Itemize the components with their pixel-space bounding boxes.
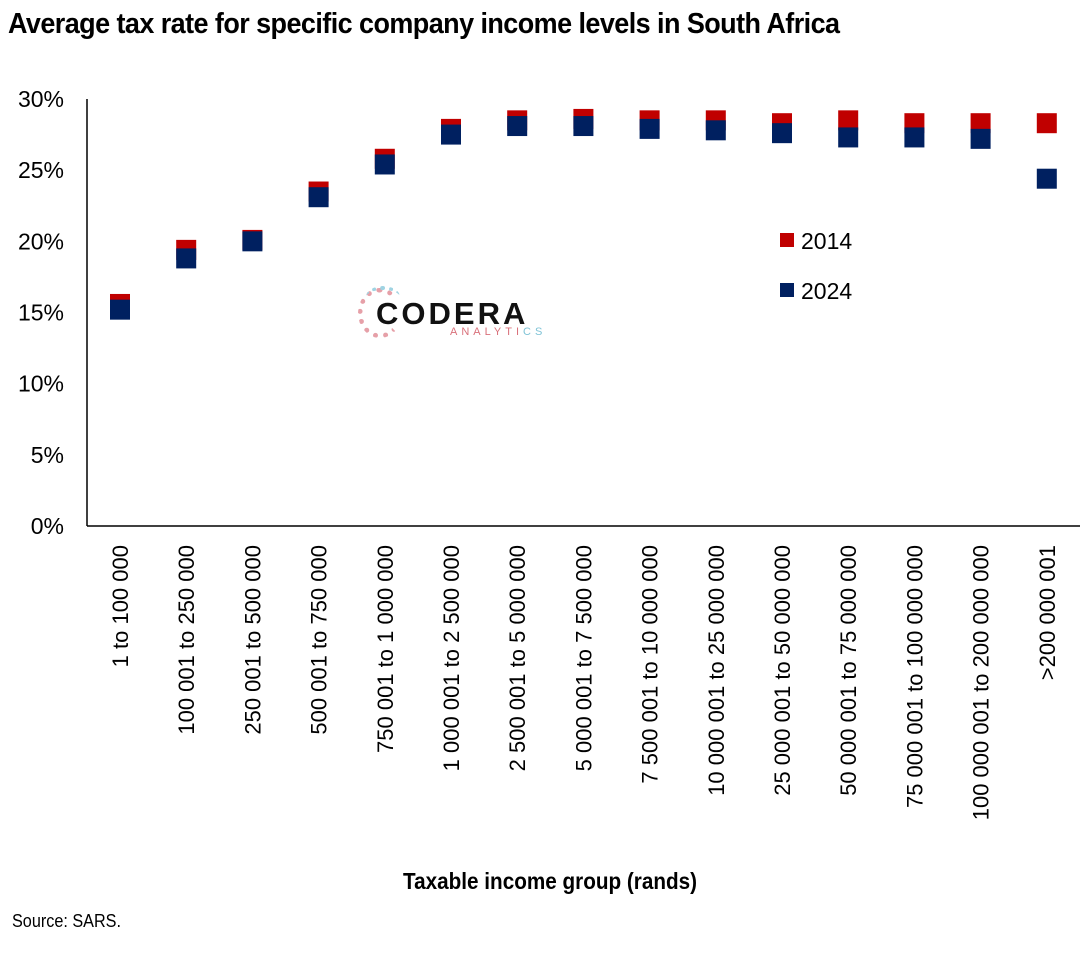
marker-2024	[1036, 168, 1057, 189]
legend-swatch-2024	[780, 283, 794, 297]
logo-subtitle: ANALYTICS	[450, 326, 546, 338]
x-tick-label: 250 001 to 500 000	[240, 545, 265, 735]
y-tick-label: 25%	[18, 157, 64, 183]
marker-2024	[110, 299, 130, 320]
source-note: Source: SARS.	[12, 911, 121, 931]
legend-label-2024: 2024	[801, 278, 852, 304]
marker-2024	[573, 116, 594, 137]
y-tick-label: 30%	[18, 86, 64, 112]
legend: 2014 2024	[780, 228, 852, 304]
x-tick-label: 1 000 001 to 2 500 000	[439, 545, 464, 771]
marker-2024	[705, 120, 726, 141]
y-axis-ticks: 0% 5% 10% 15% 20% 25% 30%	[18, 86, 64, 539]
legend-swatch-2014	[780, 233, 794, 247]
data-marks	[110, 108, 1057, 320]
x-tick-label: 500 001 to 750 000	[307, 545, 332, 735]
x-tick-label: 7 500 001 to 10 000 000	[638, 545, 663, 784]
logo-subtitle-a: ANALYTI	[450, 326, 524, 338]
x-tick-label: 100 000 001 to 200 000 000	[969, 545, 994, 820]
y-tick-label: 5%	[31, 442, 64, 468]
y-tick-label: 20%	[18, 228, 64, 254]
x-tick-label: 5 000 001 to 7 500 000	[571, 545, 596, 771]
marker-2024	[374, 154, 395, 175]
marker-2024	[838, 127, 859, 148]
marker-2024	[772, 123, 792, 144]
marker-2024	[308, 187, 329, 208]
chart-title: Average tax rate for specific company in…	[8, 8, 840, 40]
y-tick-label: 0%	[31, 513, 64, 539]
logo-wordmark: CODERA	[376, 296, 529, 331]
x-tick-label: 1 to 100 000	[108, 545, 133, 667]
marker-2014	[838, 110, 859, 131]
marker-2024	[176, 248, 197, 269]
x-tick-label: 100 001 to 250 000	[174, 545, 199, 735]
marker-2024	[507, 116, 528, 137]
marker-2014	[1036, 113, 1057, 134]
marker-2024	[970, 128, 991, 149]
y-tick-label: 10%	[18, 371, 64, 397]
marker-2024	[242, 231, 263, 252]
x-tick-label: 10 000 001 to 25 000 000	[704, 545, 729, 796]
marker-2014	[970, 113, 991, 134]
x-tick-label: 50 000 001 to 75 000 000	[836, 545, 861, 796]
codera-logo: CODERA ANALYTICS	[356, 284, 556, 344]
x-tick-label: 75 000 001 to 100 000 000	[902, 545, 927, 808]
marker-2024	[441, 124, 461, 145]
x-tick-label: 2 500 001 to 5 000 000	[505, 545, 530, 771]
x-tick-label: 750 001 to 1 000 000	[373, 545, 398, 753]
legend-label-2014: 2014	[801, 228, 852, 254]
logo-subtitle-b: CS	[523, 326, 547, 338]
x-tick-label: >200 000 001	[1035, 545, 1060, 680]
marker-2024	[904, 127, 925, 148]
y-tick-label: 15%	[18, 300, 64, 326]
logo-arc-icon	[366, 286, 400, 308]
x-axis-ticks: 1 to 100 000 100 001 to 250 000 250 001 to…	[108, 545, 1060, 820]
x-tick-label: 25 000 001 to 50 000 000	[770, 545, 795, 796]
marker-2024	[639, 118, 660, 139]
x-axis-title: Taxable income group (rands)	[403, 868, 698, 894]
